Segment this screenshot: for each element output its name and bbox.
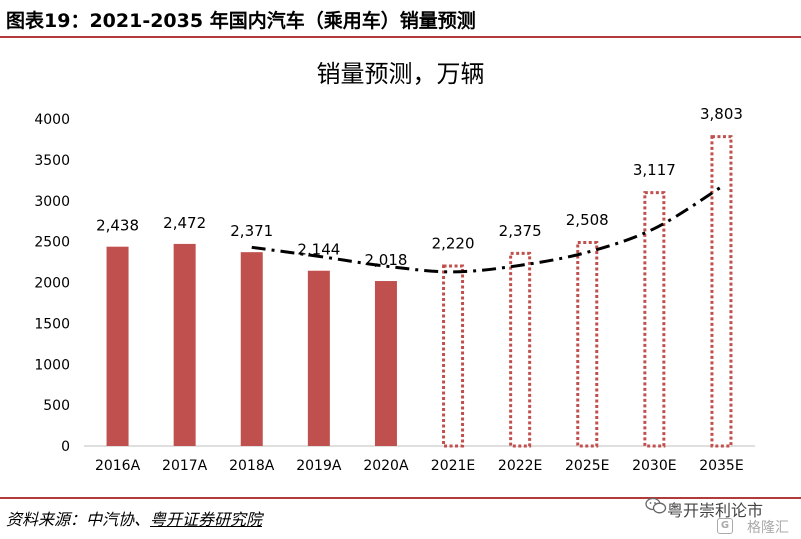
x-tick-label: 2018A — [229, 458, 275, 474]
bar-forecast — [509, 251, 532, 448]
data-label: 3,803 — [700, 105, 743, 123]
data-label: 2,375 — [499, 222, 542, 240]
data-label: 2,472 — [163, 214, 206, 232]
x-tick-label: 2025E — [565, 458, 609, 474]
data-label: 2,144 — [297, 241, 340, 259]
x-tick-label: 2035E — [699, 458, 743, 474]
data-label: 2,438 — [96, 217, 139, 235]
source-note: 资料来源：中汽协、粤开证券研究院 — [6, 506, 262, 530]
bar-forecast — [710, 135, 733, 448]
y-tick-label: 2000 — [34, 276, 70, 292]
y-tick-label: 500 — [43, 398, 70, 414]
watermark-account: 粤开崇利论市 — [666, 501, 763, 520]
figure-title: 图表19：2021-2035 年国内汽车（乘用车）销量预测 — [6, 10, 476, 32]
source-prefix: 资料来源：中汽协、 — [6, 510, 151, 529]
footer-divider — [0, 497, 801, 499]
y-tick-label: 0 — [61, 439, 70, 455]
trend-line — [251, 185, 723, 274]
x-tick-label: 2030E — [632, 458, 676, 474]
data-label: 2,371 — [230, 222, 273, 240]
x-tick-label: 2019A — [296, 458, 342, 474]
data-label: 2,220 — [432, 235, 475, 253]
data-label: 3,117 — [633, 161, 676, 179]
y-tick-label: 2500 — [34, 235, 70, 251]
x-tick-label: 2022E — [498, 458, 542, 474]
bar — [240, 252, 263, 446]
wechat-icon — [645, 497, 667, 514]
x-tick-label: 2021E — [431, 458, 475, 474]
chart-area: 销量预测，万辆 0 500 1000 1500 2000 2500 3000 3500 4000… — [0, 40, 801, 488]
watermark: 粤开崇利论市 G 格隆汇 — [599, 495, 789, 537]
source-org: 粤开证券研究院 — [150, 510, 263, 529]
bar — [307, 270, 330, 446]
bar-forecast — [442, 264, 465, 448]
x-tick-label: 2020A — [363, 458, 409, 474]
bar — [173, 243, 196, 446]
y-tick-label: 4000 — [34, 112, 70, 128]
watermark-logo-icon: G — [717, 518, 733, 534]
bar — [106, 246, 129, 446]
data-label: 2,508 — [566, 211, 609, 229]
y-tick-label: 1000 — [34, 357, 70, 373]
y-tick-label: 1500 — [34, 316, 70, 332]
x-tick-label: 2017A — [162, 458, 208, 474]
header-divider — [0, 36, 801, 38]
watermark-brand: 格隆汇 — [747, 520, 789, 536]
bar-forecast — [576, 240, 599, 448]
bar-forecast — [643, 191, 666, 448]
chart-svg: 0 500 1000 1500 2000 2500 3000 3500 4000 2,438 2,4… — [34, 105, 755, 474]
chart-title: 销量预测，万辆 — [316, 60, 485, 88]
y-tick-label: 3000 — [34, 194, 70, 210]
data-label: 2,018 — [364, 251, 407, 269]
x-tick-label: 2016A — [95, 458, 141, 474]
y-tick-label: 3500 — [34, 153, 70, 169]
figure-header: 图表19：2021-2035 年国内汽车（乘用车）销量预测 — [0, 0, 801, 40]
bar — [374, 281, 397, 446]
